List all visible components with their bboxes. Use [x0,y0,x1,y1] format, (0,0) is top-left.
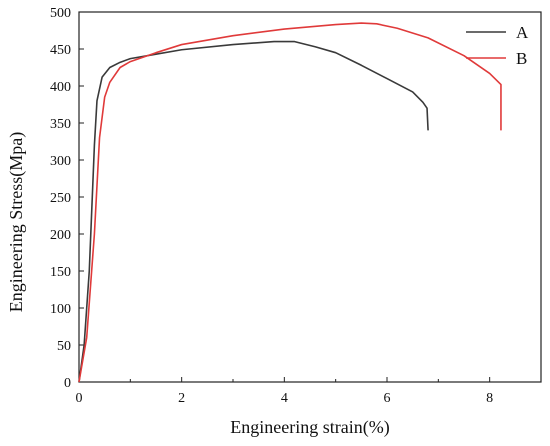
series-line-a [78,40,429,383]
x-axis-title: Engineering strain(%) [230,417,389,438]
tick-group: 0 50 100 150 200 250 300 350 400 450 500 0 2 4 6 8 [50,6,542,406]
y-tick-label: 500 [50,6,71,21]
y-axis-title: Engineering Stress(Mpa) [6,132,27,312]
y-tick-label: 350 [50,117,71,132]
x-tick-label: 4 [281,391,288,406]
y-tick-label: 100 [50,302,71,317]
y-tick-label: 150 [50,265,71,280]
legend: AB [466,23,529,68]
series-group [78,22,502,383]
x-tick-label: 6 [384,391,391,406]
x-tick-label: 2 [178,391,185,406]
y-tick-label: 450 [50,43,71,58]
x-tick-label: 0 [76,391,83,406]
legend-label-b: B [516,49,527,68]
y-tick-label: 400 [50,80,71,95]
y-tick-label: 200 [50,228,71,243]
legend-label-a: A [516,23,529,42]
y-tick-label: 0 [64,376,71,391]
series-line-b [78,22,502,383]
y-axis-title-group: Engineering Stress(Mpa) [6,132,27,312]
plot-frame [78,11,542,383]
y-tick-label: 250 [50,191,71,206]
y-tick-label: 300 [50,154,71,169]
x-tick-label: 8 [486,391,493,406]
y-tick-label: 50 [57,339,71,354]
